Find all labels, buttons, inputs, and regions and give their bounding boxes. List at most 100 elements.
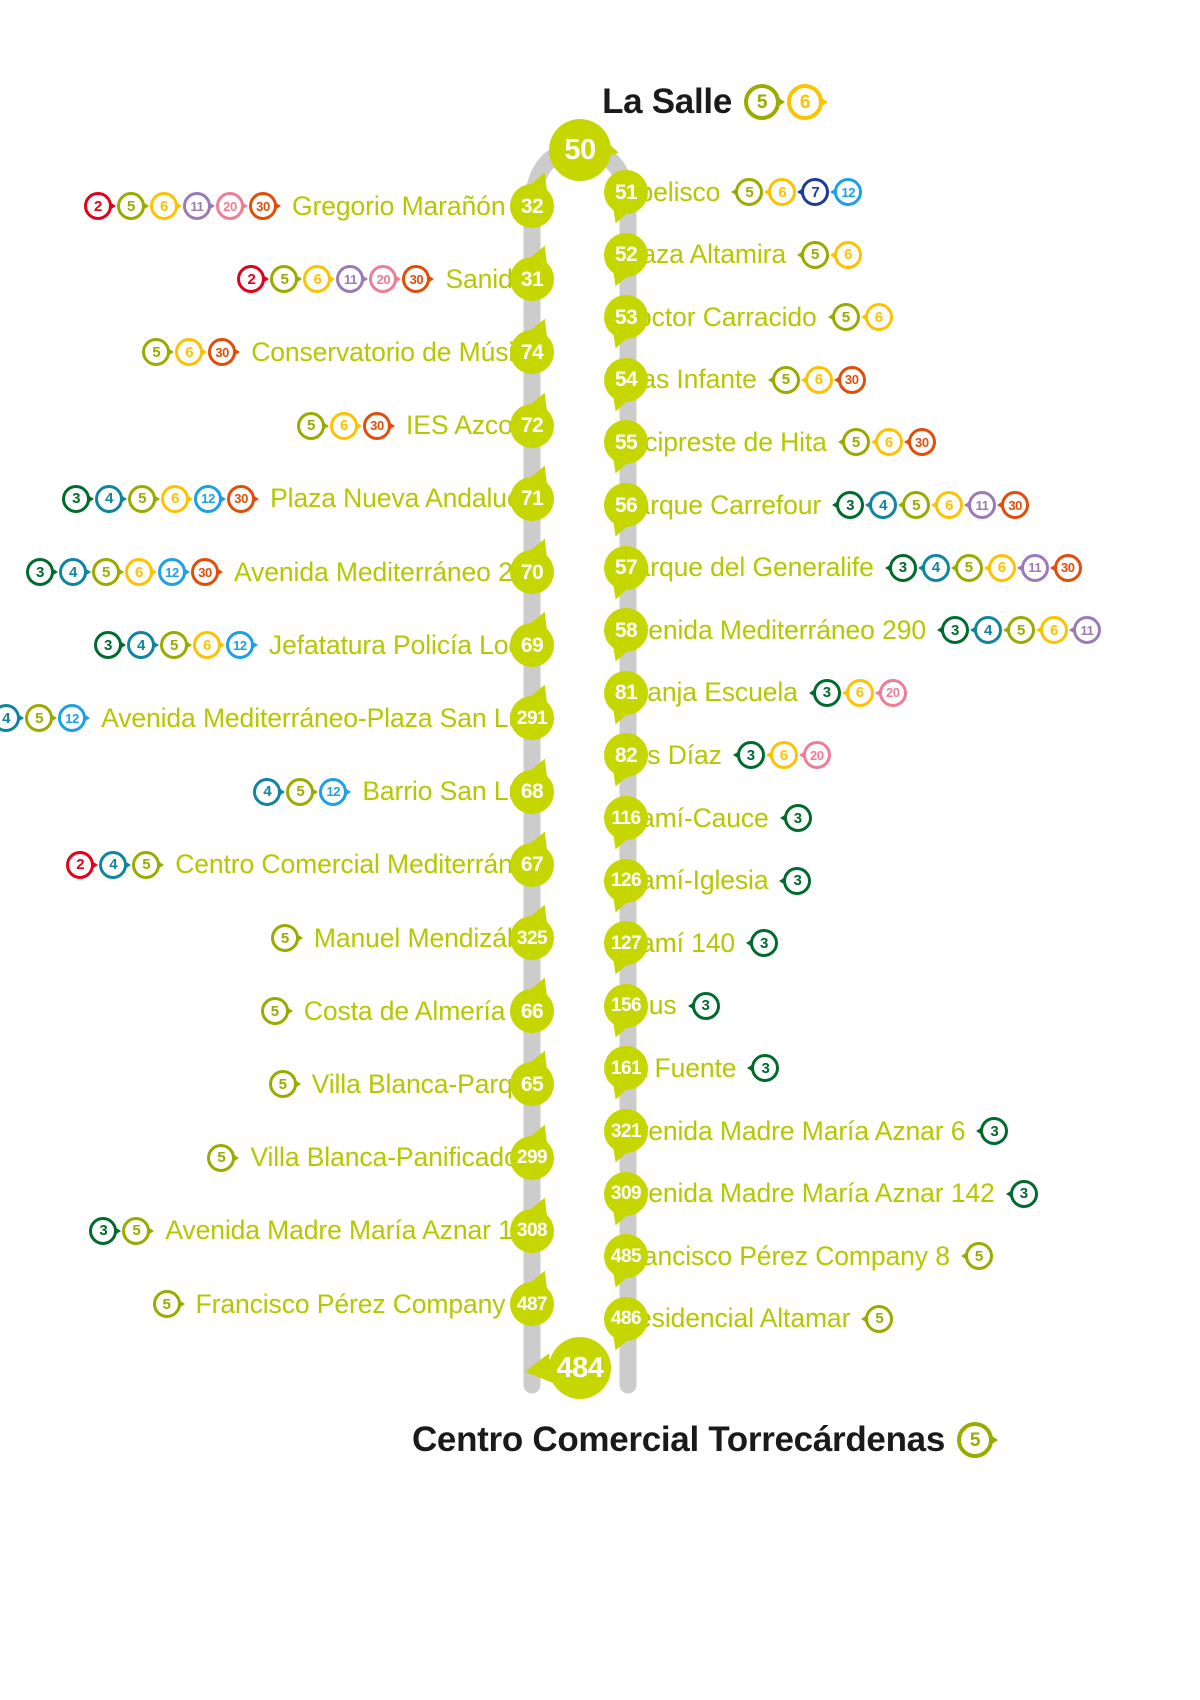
station-marker-57[interactable]: 57 [604, 545, 648, 603]
line-badge-3[interactable]: 3 [89, 1216, 122, 1245]
station-marker-69[interactable]: 69 [510, 607, 555, 668]
line-badge-3[interactable]: 3 [747, 1054, 780, 1083]
terminus-top-marker[interactable]: 50 [549, 119, 622, 181]
line-badge-6[interactable]: 6 [175, 338, 208, 367]
line-badge-11[interactable]: 11 [964, 491, 997, 519]
line-badge-12[interactable]: 12 [194, 484, 227, 513]
line-badge-6[interactable]: 6 [1035, 616, 1068, 645]
line-badge-6[interactable]: 6 [764, 178, 797, 206]
station-row[interactable]: 3 4 5 6 12 Jefatatura Policía Local [93, 622, 556, 668]
station-marker-74[interactable]: 74 [510, 314, 555, 375]
line-badge-3[interactable]: 3 [976, 1117, 1009, 1145]
line-badge-30[interactable]: 30 [833, 365, 866, 394]
line-badge-3[interactable]: 3 [26, 558, 59, 586]
line-badge-20[interactable]: 20 [874, 678, 907, 707]
line-badge-6[interactable]: 6 [125, 558, 158, 586]
line-badge-5[interactable]: 5 [117, 192, 149, 220]
station-marker-66[interactable]: 66 [510, 973, 555, 1034]
line-badge-5[interactable]: 5 [152, 1290, 185, 1318]
station-marker-485[interactable]: 485 [604, 1234, 648, 1292]
line-badge-30[interactable]: 30 [997, 491, 1030, 519]
line-badge-3[interactable]: 3 [746, 929, 779, 958]
line-badge-30[interactable]: 30 [208, 338, 241, 367]
line-badge-4[interactable]: 4 [969, 616, 1002, 645]
station-marker-309[interactable]: 309 [604, 1171, 648, 1229]
line-badge-5[interactable]: 5 [159, 631, 192, 660]
line-badge-3[interactable]: 3 [884, 553, 917, 582]
line-badge-5[interactable]: 5 [92, 558, 125, 586]
line-badge-2[interactable]: 2 [66, 850, 99, 879]
station-row[interactable]: 5 Manuel Mendizábal [270, 915, 556, 961]
station-marker-52[interactable]: 52 [604, 232, 648, 290]
station-marker-31[interactable]: 31 [510, 241, 555, 302]
station-marker-32[interactable]: 32 [510, 168, 555, 228]
line-badge-5[interactable]: 5 [25, 704, 58, 733]
line-badge-2[interactable]: 2 [237, 265, 270, 294]
line-badge-11[interactable]: 11 [1068, 616, 1101, 645]
line-badge-12[interactable]: 12 [225, 631, 258, 660]
line-badge-6[interactable]: 6 [800, 365, 833, 394]
station-marker-325[interactable]: 325 [510, 900, 555, 960]
line-badge-5[interactable]: 5 [837, 428, 870, 457]
station-marker-126[interactable]: 126 [604, 858, 648, 916]
station-marker-291[interactable]: 291 [510, 680, 555, 741]
line-badge-6[interactable]: 6 [192, 631, 225, 660]
station-marker-68[interactable]: 68 [510, 754, 555, 814]
line-badge-12[interactable]: 12 [319, 777, 352, 806]
line-badge-4[interactable]: 4 [253, 777, 286, 806]
line-badge-6[interactable]: 6 [860, 303, 893, 332]
line-badge-5[interactable]: 5 [960, 1242, 993, 1271]
station-row[interactable]: Avenida Mediterráneo 290 3 4 5 6 11 [604, 607, 1101, 653]
line-badge-7[interactable]: 7 [797, 178, 830, 206]
line-badge-5[interactable]: 5 [128, 484, 161, 513]
line-badge-11[interactable]: 11 [336, 265, 369, 294]
line-badge-30[interactable]: 30 [249, 192, 281, 220]
station-row[interactable]: 5 Villa Blanca-Panificadora [207, 1135, 556, 1181]
station-marker-51[interactable]: 51 [604, 170, 648, 228]
line-badge-4[interactable]: 4 [126, 631, 159, 660]
line-badge-6[interactable]: 6 [983, 553, 1016, 582]
line-badge-5[interactable]: 5 [744, 84, 785, 120]
line-badge-6[interactable]: 6 [329, 411, 362, 440]
station-row[interactable]: 5 Francisco Pérez Company 15 [152, 1281, 556, 1327]
station-row[interactable]: Parque Carrefour 3 4 5 6 11 30 [604, 482, 1030, 528]
station-row[interactable]: Avenida Madre María Aznar 142 3 [604, 1171, 1038, 1217]
line-badge-6[interactable]: 6 [829, 240, 862, 269]
line-badge-4[interactable]: 4 [865, 491, 898, 519]
line-badge-5[interactable]: 5 [268, 1070, 301, 1099]
station-marker-72[interactable]: 72 [510, 388, 555, 448]
line-badge-4[interactable]: 4 [917, 553, 950, 582]
line-badge-6[interactable]: 6 [161, 484, 194, 513]
line-badge-30[interactable]: 30 [903, 428, 936, 457]
line-badge-6[interactable]: 6 [765, 741, 798, 770]
line-badge-20[interactable]: 20 [216, 192, 248, 220]
station-marker-70[interactable]: 70 [510, 534, 555, 594]
line-badge-12[interactable]: 12 [830, 178, 863, 206]
line-badge-5[interactable]: 5 [950, 553, 983, 582]
line-badge-5[interactable]: 5 [260, 997, 293, 1026]
line-badge-3[interactable]: 3 [1005, 1179, 1038, 1208]
line-badge-3[interactable]: 3 [779, 866, 812, 895]
line-badge-3[interactable]: 3 [93, 631, 126, 660]
line-badge-6[interactable]: 6 [870, 428, 903, 457]
line-badge-11[interactable]: 11 [1016, 553, 1049, 582]
station-row[interactable]: 5 6 30 Conservatorio de Música [142, 329, 556, 375]
line-badge-5[interactable]: 5 [270, 924, 303, 952]
station-marker-308[interactable]: 308 [510, 1193, 555, 1253]
station-row[interactable]: Francisco Pérez Company 8 5 [604, 1233, 993, 1279]
line-badge-3[interactable]: 3 [936, 616, 969, 645]
station-row[interactable]: 4 5 12 Avenida Mediterráneo-Plaza San Luis [0, 695, 556, 741]
line-badge-6[interactable]: 6 [787, 84, 828, 120]
line-badge-12[interactable]: 12 [158, 558, 191, 586]
line-badge-2[interactable]: 2 [84, 192, 116, 220]
station-marker-486[interactable]: 486 [604, 1296, 648, 1354]
station-row[interactable]: 3 5 Avenida Madre María Aznar 127 [89, 1208, 556, 1254]
station-row[interactable]: Avenida Madre María Aznar 6 3 [604, 1108, 1009, 1154]
line-badge-30[interactable]: 30 [191, 558, 224, 586]
line-badge-4[interactable]: 4 [59, 558, 92, 586]
station-marker-82[interactable]: 82 [604, 733, 648, 791]
station-marker-71[interactable]: 71 [510, 461, 555, 521]
line-badge-5[interactable]: 5 [898, 491, 931, 519]
station-row[interactable]: Granja Escuela 3 6 20 [604, 670, 907, 716]
station-row[interactable]: Parque del Generalife 3 4 5 6 11 30 [604, 545, 1082, 591]
